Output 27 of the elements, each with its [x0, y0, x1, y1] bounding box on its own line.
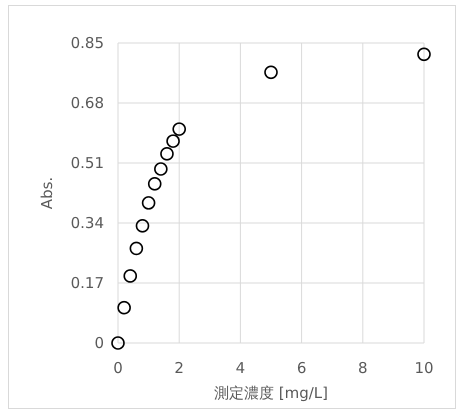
y-axis-title: Abs.	[38, 176, 56, 210]
point	[166, 134, 180, 148]
y-tick-label: 0.51	[70, 154, 104, 172]
point	[148, 177, 162, 191]
point	[130, 242, 144, 256]
point	[123, 269, 138, 283]
point	[117, 300, 131, 315]
point	[154, 162, 168, 176]
x-tick-label: 0	[113, 359, 123, 377]
point	[172, 122, 186, 136]
y-tick-label: 0.34	[70, 214, 104, 232]
x-tick-label: 8	[358, 359, 368, 377]
point	[264, 65, 278, 80]
point	[142, 196, 156, 210]
y-tick-label: 0	[94, 334, 104, 352]
x-tick-label: 4	[236, 359, 246, 377]
point	[111, 336, 125, 350]
x-tick-label: 10	[414, 359, 434, 377]
y-tick-label: 0.85	[70, 34, 104, 52]
x-axis-title: 測定濃度 [mg/L]	[214, 384, 328, 402]
x-tick-label: 2	[174, 359, 184, 377]
point	[136, 219, 150, 233]
y-tick-label: 0.68	[70, 94, 104, 112]
point	[160, 147, 174, 161]
x-tick-label: 6	[296, 359, 306, 377]
point	[417, 47, 431, 62]
y-tick-label: 0.17	[70, 274, 104, 292]
